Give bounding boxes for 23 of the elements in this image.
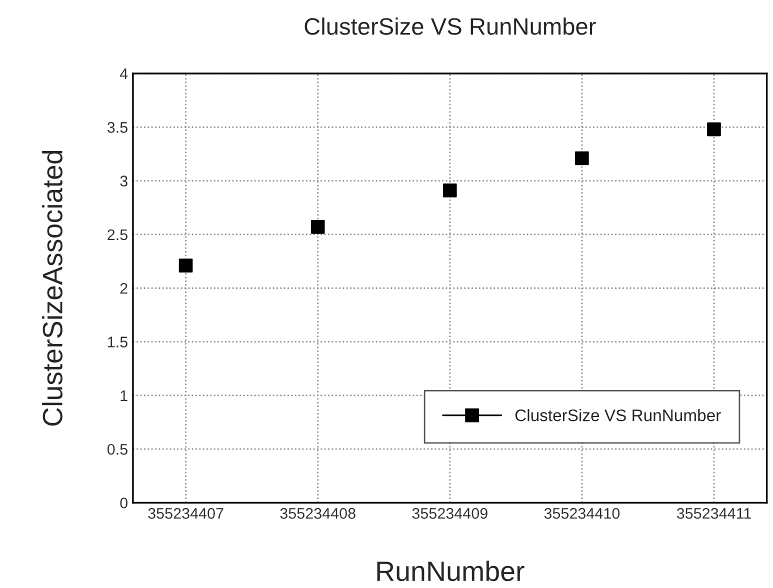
y-tick-label: 1.5 <box>108 336 128 348</box>
point <box>575 151 589 166</box>
x-tick-label: 355234407 <box>148 508 224 519</box>
x-tick-label: 355234411 <box>676 508 751 519</box>
point <box>178 258 193 272</box>
point <box>442 184 457 198</box>
point <box>310 220 325 234</box>
y-tick-label: 1 <box>120 390 128 401</box>
legend-label: ClusterSize VS RunNumber <box>515 409 721 422</box>
x-axis-title: RunNumber <box>377 560 524 582</box>
point <box>707 122 721 136</box>
chart-title: ClusterSize VS RunNumber <box>304 18 596 35</box>
x-tick-label: 355234409 <box>412 508 488 519</box>
y-tick-label: 0.5 <box>107 444 128 455</box>
y-tick-label: 2 <box>120 282 128 294</box>
y-tick-label: 3.5 <box>107 122 128 133</box>
y-tick-label: 0 <box>120 498 128 508</box>
x-tick-label: 355234408 <box>280 508 356 519</box>
y-tick-label: 3 <box>120 176 128 186</box>
y-axis-title: ClusterSizeAssociated <box>42 150 62 426</box>
y-tick-label: 4 <box>120 68 128 80</box>
y-tick-label: 2.5 <box>108 229 128 240</box>
x-tick-label: 355234410 <box>544 508 620 519</box>
